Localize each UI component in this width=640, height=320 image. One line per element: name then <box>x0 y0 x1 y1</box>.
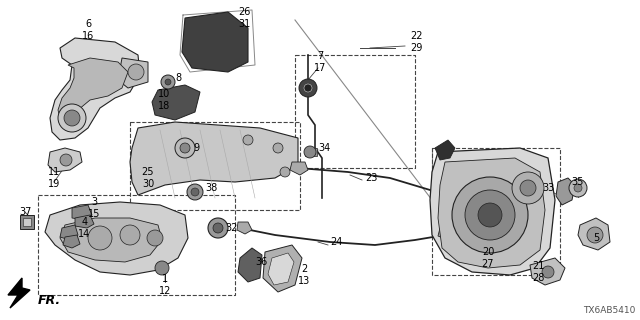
Polygon shape <box>430 148 555 275</box>
Circle shape <box>304 146 316 158</box>
Polygon shape <box>556 178 575 205</box>
Circle shape <box>165 79 171 85</box>
Polygon shape <box>75 215 94 228</box>
Text: 35: 35 <box>572 177 584 187</box>
Polygon shape <box>182 12 248 72</box>
Circle shape <box>120 225 140 245</box>
Circle shape <box>542 266 554 278</box>
Polygon shape <box>290 162 308 175</box>
Text: 22
29: 22 29 <box>410 31 422 53</box>
Circle shape <box>213 223 223 233</box>
Text: 11
19: 11 19 <box>48 167 60 189</box>
Bar <box>20 215 34 229</box>
Bar <box>305 148 317 156</box>
Circle shape <box>58 104 86 132</box>
Circle shape <box>175 138 195 158</box>
Circle shape <box>128 64 144 80</box>
Circle shape <box>465 190 515 240</box>
Polygon shape <box>58 58 128 118</box>
Polygon shape <box>60 225 78 240</box>
Polygon shape <box>45 202 188 275</box>
Circle shape <box>88 226 112 250</box>
Polygon shape <box>435 140 455 160</box>
Polygon shape <box>152 85 200 120</box>
Polygon shape <box>455 190 475 205</box>
Polygon shape <box>130 122 298 195</box>
Text: 34: 34 <box>318 143 330 153</box>
Circle shape <box>60 154 72 166</box>
Polygon shape <box>578 218 610 250</box>
Circle shape <box>147 230 163 246</box>
Text: 2
13: 2 13 <box>298 264 310 286</box>
Circle shape <box>512 172 544 204</box>
Circle shape <box>273 143 283 153</box>
Text: 33: 33 <box>542 183 554 193</box>
Circle shape <box>155 261 169 275</box>
Polygon shape <box>50 38 140 140</box>
Circle shape <box>299 79 317 97</box>
Circle shape <box>304 84 312 92</box>
Text: 32: 32 <box>225 223 237 233</box>
Circle shape <box>187 184 203 200</box>
Text: 36: 36 <box>255 257 268 267</box>
Circle shape <box>478 203 502 227</box>
Circle shape <box>452 177 528 253</box>
Text: 20
27: 20 27 <box>482 247 494 269</box>
Circle shape <box>64 110 80 126</box>
Polygon shape <box>263 245 302 292</box>
Text: 23: 23 <box>365 173 378 183</box>
Polygon shape <box>237 222 252 234</box>
Text: 4
14: 4 14 <box>78 217 90 239</box>
Polygon shape <box>63 235 80 248</box>
Circle shape <box>243 135 253 145</box>
Circle shape <box>180 143 190 153</box>
Circle shape <box>520 180 536 196</box>
Text: 10
18: 10 18 <box>158 89 170 111</box>
Text: FR.: FR. <box>38 293 61 307</box>
Circle shape <box>569 179 587 197</box>
Text: 1
12: 1 12 <box>159 274 171 296</box>
Text: 8: 8 <box>175 73 181 83</box>
Polygon shape <box>118 58 148 88</box>
Text: 37: 37 <box>19 207 31 217</box>
Text: 38: 38 <box>205 183 217 193</box>
Polygon shape <box>72 205 92 220</box>
Circle shape <box>587 227 603 243</box>
Polygon shape <box>530 258 565 285</box>
Text: 21
28: 21 28 <box>532 261 544 283</box>
Text: 5: 5 <box>593 233 599 243</box>
Circle shape <box>574 184 582 192</box>
Polygon shape <box>438 225 458 240</box>
Polygon shape <box>60 218 162 262</box>
Polygon shape <box>238 248 262 282</box>
Text: 24: 24 <box>330 237 342 247</box>
Text: 3
15: 3 15 <box>88 197 100 219</box>
Polygon shape <box>268 253 294 285</box>
Text: 7
17: 7 17 <box>314 51 326 73</box>
Bar <box>23 218 31 226</box>
Text: TX6AB5410: TX6AB5410 <box>582 306 635 315</box>
Polygon shape <box>48 148 82 172</box>
Circle shape <box>191 188 199 196</box>
Circle shape <box>161 75 175 89</box>
Polygon shape <box>8 278 30 308</box>
Circle shape <box>208 218 228 238</box>
Text: 25
30: 25 30 <box>141 167 154 189</box>
Polygon shape <box>438 158 545 268</box>
Text: 6
16: 6 16 <box>82 19 94 41</box>
Circle shape <box>280 167 290 177</box>
Text: 9: 9 <box>193 143 199 153</box>
Text: 26
31: 26 31 <box>238 7 250 29</box>
